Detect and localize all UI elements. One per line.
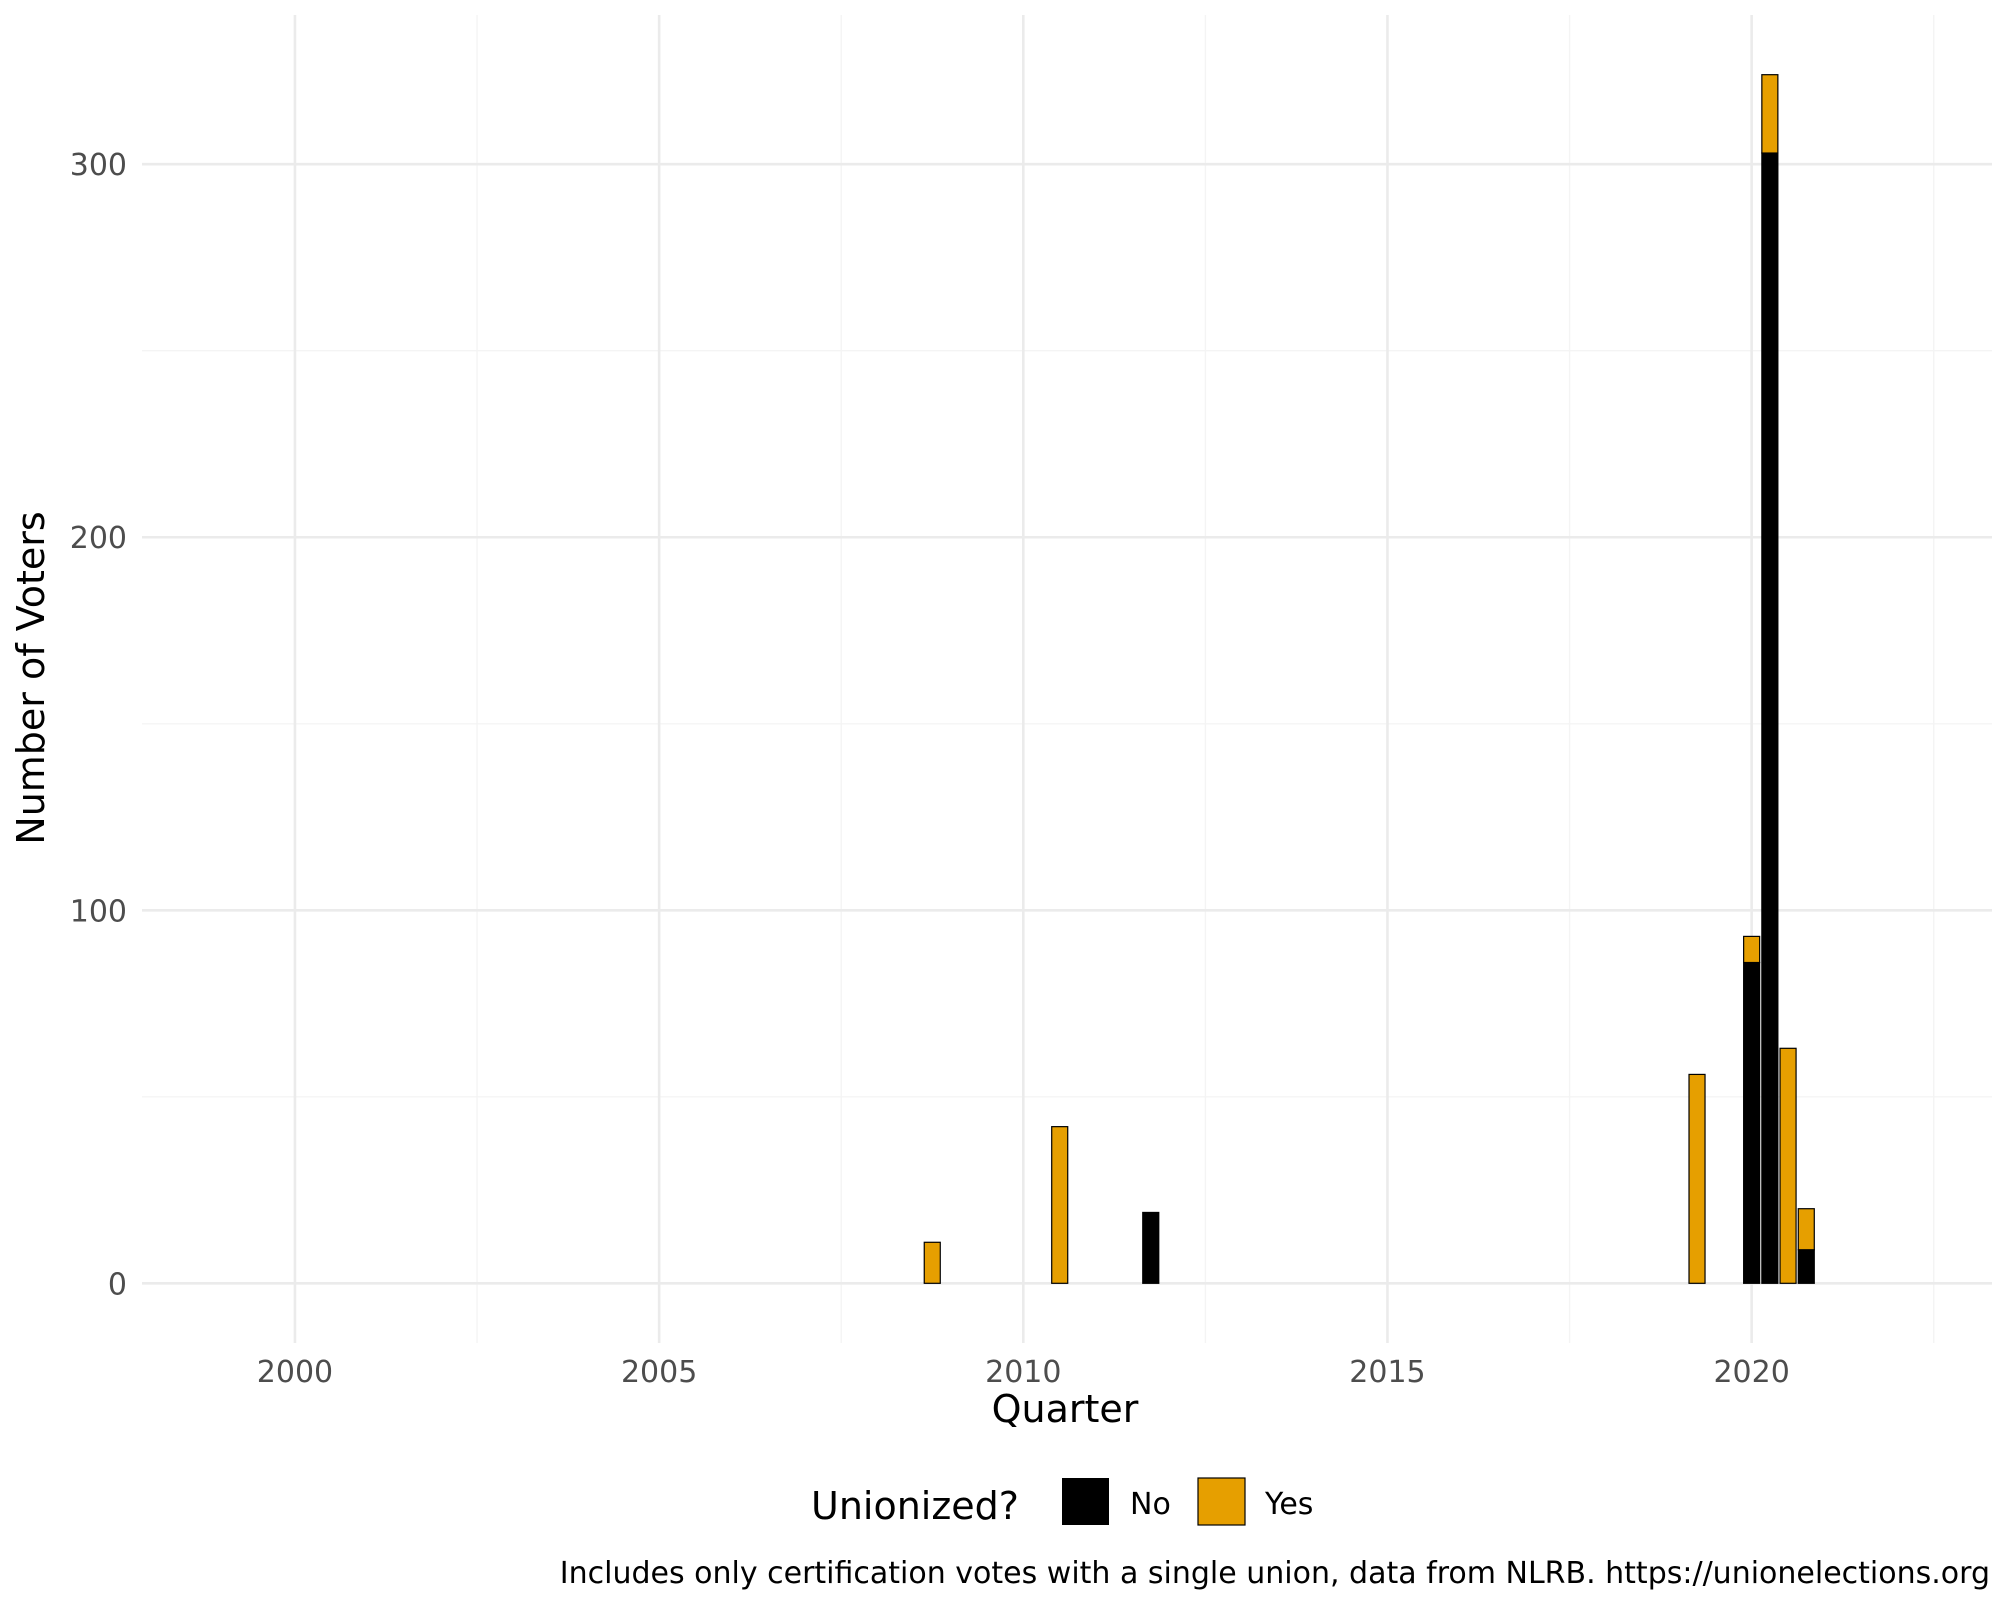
y-tick-labels: 0 100 200 300 [70, 148, 127, 1302]
x-tick-label: 2005 [621, 1355, 697, 1390]
bar-yes-segment [1779, 1047, 1797, 1284]
bar-yes-segment [1761, 74, 1779, 154]
legend-label-yes: Yes [1264, 1487, 1313, 1522]
bar-yes-segment [923, 1241, 941, 1284]
x-tick-label: 2020 [1713, 1355, 1789, 1390]
bar-yes-segment [1797, 1208, 1815, 1251]
legend-label-no: No [1130, 1487, 1171, 1522]
y-axis-title: Number of Voters [9, 511, 53, 844]
bar-no-segment [1797, 1249, 1815, 1284]
bars [923, 74, 1815, 1284]
x-axis-title: Quarter [992, 1387, 1139, 1431]
legend-swatch-no [1062, 1478, 1109, 1525]
caption: Includes only certification votes with a… [560, 1556, 1990, 1591]
bar-yes-segment [1688, 1073, 1706, 1284]
bar-yes-segment [1743, 935, 1761, 964]
legend-title: Unionized? [811, 1484, 1019, 1528]
legend-swatch-yes [1197, 1477, 1246, 1526]
bar-yes-segment [1051, 1126, 1069, 1284]
y-tick-label: 100 [70, 894, 127, 929]
y-tick-label: 0 [108, 1267, 127, 1302]
bar-no-segment [1142, 1211, 1160, 1284]
legend: Unionized? No Yes [811, 1477, 1313, 1528]
x-tick-label: 2000 [257, 1355, 333, 1390]
x-tick-label: 2010 [985, 1355, 1061, 1390]
y-tick-label: 300 [70, 148, 127, 183]
bar-no-segment [1761, 152, 1779, 1284]
x-tick-labels: 2000 2005 2010 2015 2020 [257, 1355, 1790, 1390]
x-tick-label: 2015 [1349, 1355, 1425, 1390]
y-tick-label: 200 [70, 521, 127, 556]
minor-gridlines [142, 15, 1992, 1343]
bar-no-segment [1743, 961, 1761, 1284]
